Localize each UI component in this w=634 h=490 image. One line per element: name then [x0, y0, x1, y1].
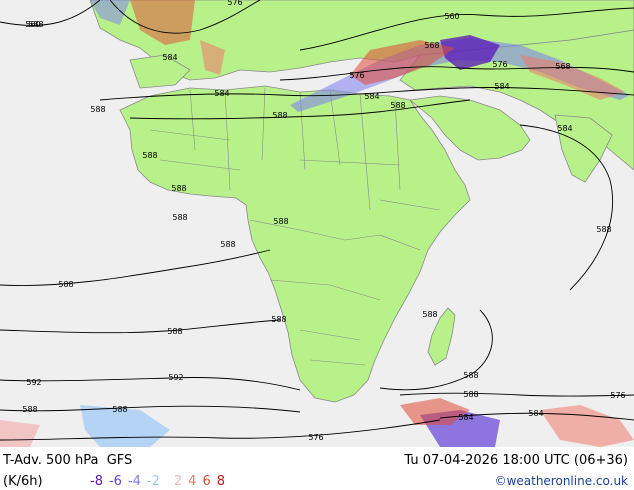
warm-advection-se [540, 405, 634, 447]
iberia [129, 54, 191, 89]
legend-value: 2 [173, 474, 183, 489]
product-title: T-Adv. 500 hPa GFS [3, 453, 132, 468]
weather-map: 560 576 560 568 576 568 584 576 584 588 584 588 584 5… [0, 0, 634, 447]
legend-value: -8 [90, 474, 103, 489]
warm-advection-nw [130, 0, 195, 45]
warm-advection-spain [200, 40, 225, 75]
contour-label: 588 [28, 20, 43, 29]
contour-label: 584 [494, 82, 509, 91]
contour-label: 576 [308, 433, 323, 442]
advection-shading [0, 0, 634, 447]
contour-label: 588 [422, 310, 437, 319]
contour-label: 588 [142, 151, 157, 160]
cold-advection-sw [80, 405, 170, 447]
contour-label: 588 [596, 225, 611, 234]
legend-value: -4 [127, 474, 141, 489]
europe [89, 0, 634, 81]
legend-value: 4 [188, 474, 197, 489]
contour-label: 568 [424, 41, 439, 50]
contour-label: 584 [458, 413, 473, 422]
contour-label: 588 [90, 105, 105, 114]
contour-label: 588 [172, 213, 187, 222]
madagascar [427, 307, 456, 366]
warm-advection-ne [520, 55, 625, 100]
contour-label: 592 [26, 378, 41, 387]
contour-label: 584 [557, 124, 572, 133]
legend: -8 -6 -4 -2 2 4 6 8 [90, 474, 231, 489]
contour-label: 588 [167, 327, 182, 336]
legend-value: 6 [202, 474, 211, 489]
contour-label: 588 [463, 371, 478, 380]
warm-advection-north [350, 40, 455, 85]
contour-label: 592 [168, 373, 183, 382]
contour-label: 588 [463, 390, 478, 399]
contour-label: 560 [444, 12, 459, 21]
contour-label: 576 [492, 60, 507, 69]
units-label: (K/6h) [3, 474, 43, 489]
map-footer: T-Adv. 500 hPa GFS Tu 07-04-2026 18:00 U… [0, 447, 634, 490]
contour-label: 588 [271, 315, 286, 324]
warm-advection-south [400, 398, 470, 425]
valid-time: Tu 07-04-2026 18:00 UTC (06+36) [404, 453, 628, 468]
contour-label: 588 [220, 240, 235, 249]
africa-landmass [119, 85, 471, 403]
contour-label: 588 [390, 101, 405, 110]
country-borders [149, 87, 441, 366]
legend-value: -6 [108, 474, 122, 489]
contour-label: 588 [112, 405, 127, 414]
contour-label: 588 [272, 111, 287, 120]
legend-value: -2 [146, 474, 160, 489]
contour-label: 588 [171, 184, 186, 193]
contour-label: 588 [273, 217, 288, 226]
india [554, 114, 613, 183]
contour-label: 560 [25, 20, 40, 29]
credit-link[interactable]: ©weatheronline.co.uk [494, 474, 628, 488]
contour-label: 584 [528, 409, 543, 418]
cold-advection-north [290, 38, 630, 112]
contour-labels: 560 576 560 568 576 568 584 576 584 588 584 588 584 5… [22, 0, 625, 442]
contour-label: 584 [214, 89, 229, 98]
contour-label: 576 [227, 0, 242, 7]
geopotential-contours [0, 0, 634, 441]
contour-label: 584 [162, 53, 177, 62]
contour-label: 588 [58, 280, 73, 289]
contour-label: 576 [349, 71, 364, 80]
contour-label: 584 [364, 92, 379, 101]
contour-label: 576 [610, 391, 625, 400]
legend-value: 8 [216, 474, 225, 489]
product-name: T-Adv. 500 hPa [3, 453, 99, 468]
contour-label: 588 [22, 405, 37, 414]
cold-core-north [440, 35, 500, 70]
model-name: GFS [106, 453, 133, 468]
contour-label: 568 [555, 62, 570, 71]
cold-advection-nw [90, 0, 130, 25]
